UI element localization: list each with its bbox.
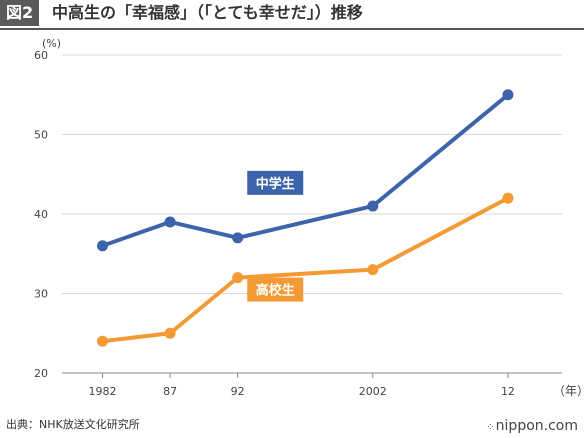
y-unit-label: (%) bbox=[42, 37, 61, 50]
series-label-box bbox=[247, 170, 304, 195]
x-tick-label: 1982 bbox=[89, 385, 117, 398]
data-point bbox=[502, 89, 514, 101]
series-label: 高校生 bbox=[256, 283, 295, 299]
y-tick-labels: 20 30 40 50 60 bbox=[34, 49, 48, 380]
y-tick-label: 30 bbox=[34, 288, 48, 301]
data-point bbox=[367, 200, 379, 212]
x-unit-label: （年） bbox=[553, 384, 584, 398]
x-tick-label: 12 bbox=[501, 385, 515, 398]
x-tick-label: 87 bbox=[163, 385, 177, 398]
x-tick-labels: 1982 87 92 2002 12 bbox=[89, 373, 515, 398]
logo-dots-icon: ⁘ bbox=[486, 422, 494, 433]
data-point bbox=[164, 216, 176, 228]
data-point bbox=[232, 232, 244, 244]
figure-badge: 図2 bbox=[0, 0, 40, 26]
y-tick-label: 60 bbox=[34, 49, 48, 62]
series-line bbox=[102, 196, 509, 344]
header-rule bbox=[0, 28, 584, 30]
data-point bbox=[232, 272, 244, 284]
logo-text: nippon.com bbox=[495, 418, 578, 434]
series-line bbox=[101, 93, 510, 248]
series-label: 中学生 bbox=[256, 176, 295, 192]
y-tick-label: 20 bbox=[34, 367, 48, 380]
source-note: 出典：NHK放送文化研究所 bbox=[6, 418, 140, 431]
series-label-box bbox=[247, 277, 304, 302]
data-point bbox=[367, 264, 379, 276]
gridlines bbox=[62, 54, 562, 374]
data-point bbox=[164, 327, 176, 339]
series-layer bbox=[97, 89, 514, 347]
x-tick-label: 92 bbox=[231, 385, 245, 398]
y-tick-label: 50 bbox=[34, 129, 48, 142]
brand-logo: ⁘ nippon.com bbox=[486, 418, 578, 434]
y-tick-label: 40 bbox=[34, 208, 48, 221]
data-point bbox=[97, 240, 109, 252]
data-point bbox=[97, 335, 109, 347]
chart-title: 中高生の「幸福感」（「とても幸せだ」）推移 bbox=[52, 3, 363, 22]
figure-header: 図2 中高生の「幸福感」（「とても幸せだ」）推移 bbox=[0, 0, 584, 30]
x-tick-label: 2002 bbox=[359, 385, 387, 398]
data-point bbox=[502, 192, 514, 204]
